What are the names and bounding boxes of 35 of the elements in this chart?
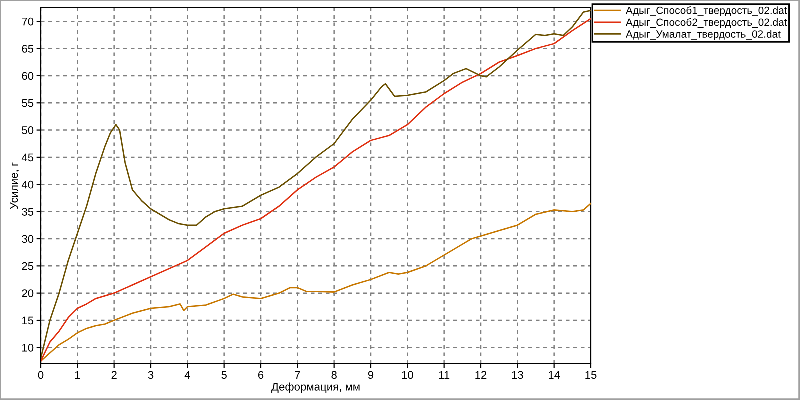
y-tick-label: 15 xyxy=(22,316,34,325)
legend-label: Адыг_Умалат_твердость_02.dat xyxy=(626,30,781,40)
y-tick-label: 65 xyxy=(22,45,34,53)
y-tick-label: 45 xyxy=(22,154,34,162)
y-axis-title: Усилие, г xyxy=(10,162,20,210)
x-tick-label: 11 xyxy=(439,371,450,379)
x-tick-label: 0 xyxy=(38,371,44,380)
x-tick-label: 10 xyxy=(402,371,414,380)
x-tick-label: 9 xyxy=(368,371,374,380)
x-tick-label: 3 xyxy=(148,371,154,380)
y-tick-label: 40 xyxy=(22,180,34,189)
x-tick-label: 7 xyxy=(295,371,300,379)
legend-label: Адыг_Способ1_твердость_02.dat xyxy=(626,6,788,16)
y-tick-label: 10 xyxy=(22,344,34,352)
x-tick-label: 6 xyxy=(258,371,264,380)
x-tick-label: 2 xyxy=(112,371,117,379)
y-tick-label: 35 xyxy=(22,208,34,216)
x-tick-label: 1 xyxy=(75,371,80,379)
y-tick-label: 30 xyxy=(22,235,34,244)
y-tick-label: 60 xyxy=(22,72,34,80)
y-tick-label: 50 xyxy=(22,126,34,134)
x-tick-label: 15 xyxy=(586,371,597,380)
line-series xyxy=(41,202,591,362)
x-tick-label: 4 xyxy=(184,371,190,379)
y-tick-label: 70 xyxy=(22,18,34,26)
x-tick-label: 14 xyxy=(549,371,560,379)
y-tick-label: 25 xyxy=(22,262,34,270)
x-axis-title: Деформация, мм xyxy=(272,382,360,394)
x-tick-label: 13 xyxy=(512,371,524,380)
x-tick-label: 8 xyxy=(332,371,337,380)
x-tick-label: 12 xyxy=(476,371,487,379)
x-tick-label: 5 xyxy=(222,371,227,380)
y-tick-label: 20 xyxy=(22,290,34,298)
y-tick-label: 55 xyxy=(22,99,34,108)
legend-label: Адыг_Способ2_твердость_02.dat xyxy=(626,18,788,28)
